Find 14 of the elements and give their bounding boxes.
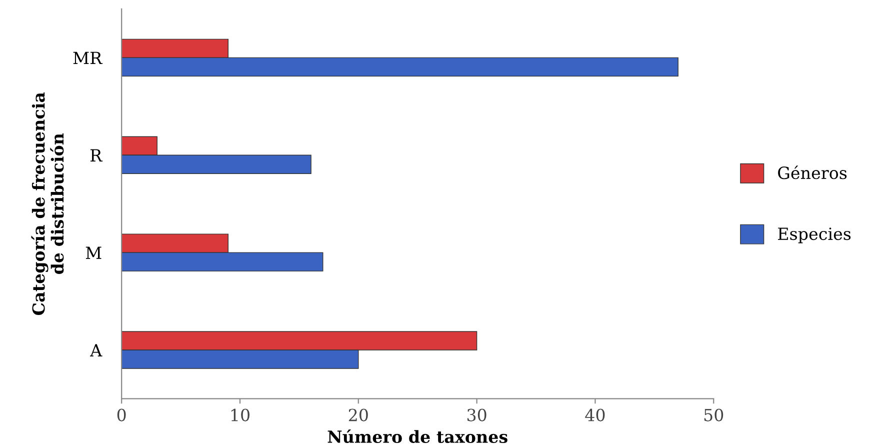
y-tick-label: R <box>90 149 103 162</box>
x-tick-label: 10 <box>231 408 250 422</box>
x-tick-label: 40 <box>585 408 605 422</box>
x-tick-label: 30 <box>467 408 486 422</box>
y-axis-title: Categoría de frecuencia de distribución <box>31 92 64 316</box>
legend-label: Géneros <box>778 166 847 180</box>
x-tick-label: 50 <box>704 408 724 422</box>
x-axis-title: Número de taxones <box>328 429 508 444</box>
y-tick-label: MR <box>73 52 103 64</box>
y-tick-label: A <box>90 344 102 356</box>
x-tick-label: 20 <box>348 408 368 422</box>
y-tick-label: M <box>86 246 102 259</box>
legend-label: Especies <box>778 228 851 244</box>
x-tick-label: 0 <box>117 408 126 422</box>
